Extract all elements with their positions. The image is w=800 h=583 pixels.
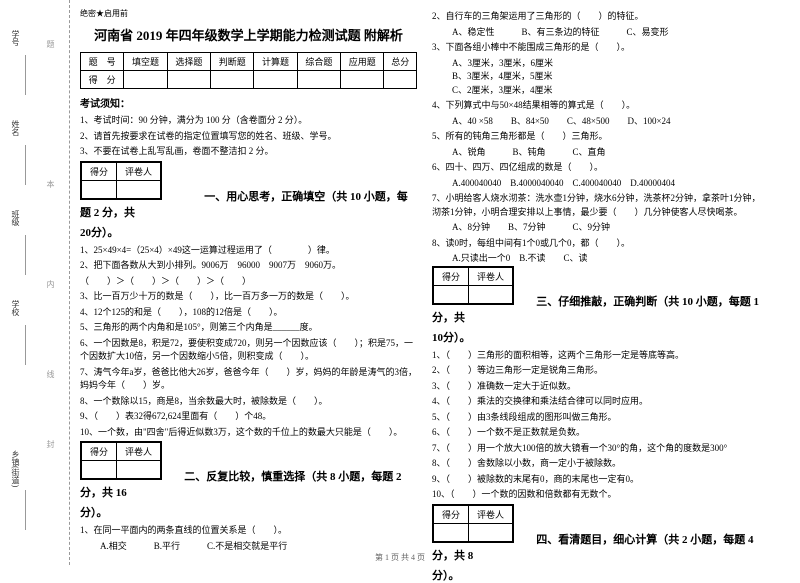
opts: A、40 ×58 B、84×50 C、48×500 D、100×24 [452,115,769,129]
sb-c1: 得分 [434,505,469,523]
field-school: 学校 [10,300,21,316]
right-column: 2、自行车的三角架运用了三角形的（ ）的特征。 A、稳定性 B、有三条边的特征 … [427,0,779,550]
notice-item: 3、不要在试卷上乱写乱画，卷面不整洁扣 2 分。 [80,145,417,158]
q: 9、（ ）表32得672,624里面有（ ）个48。 [80,410,417,424]
mark: 题 [45,40,56,56]
q: 7、（ ）用一个放大100倍的放大镜看一个30°的角，这个角的度数是300° [432,442,769,456]
score-box: 得分评卷人 [80,441,162,480]
q: 5、三角形的两个内角和是105°，则第三个内角是______度。 [80,321,417,335]
q: 3、（ ）准确数一定大于近似数。 [432,380,769,394]
left-column: 绝密★启用前 河南省 2019 年四年级数学上学期能力检测试题 附解析 题 号 … [75,0,427,550]
opts: A、8分钟 B、7分钟 C、9分钟 [452,221,769,235]
opts: A.只读出一个0 B.不读 C、读 [452,252,769,266]
mark: 本 [45,180,56,196]
q: 9、（ ）被除数的末尾有0，商的末尾也一定有0。 [432,473,769,487]
score-box: 得分评卷人 [80,161,162,200]
th: 应用题 [341,53,384,71]
sb-c2: 评卷人 [117,443,161,461]
score-box: 得分评卷人 [432,504,514,543]
th: 选择题 [167,53,210,71]
q: 3、下面各组小棒中不能围成三角形的是（ ）。 [432,41,769,55]
q: 1、在同一平面内的两条直线的位置关系是（ ）。 [80,524,417,538]
field-town: 乡镇(街道) [10,450,21,487]
row-label: 得 分 [81,71,124,89]
exam-title: 河南省 2019 年四年级数学上学期能力检测试题 附解析 [80,25,417,44]
mark: 线 [45,370,56,386]
sb-c2: 评卷人 [117,162,161,180]
opts: A、稳定性 B、有三条边的特征 C、易变形 [452,26,769,40]
field-line [25,145,26,185]
q: 6、四十、四万、四亿组成的数是（ ）。 [432,161,769,175]
field-line [25,55,26,95]
q: 4、12个125的和是（ ），108的12倍是（ ）。 [80,306,417,320]
field-line [25,325,26,365]
sb-c1: 得分 [82,162,117,180]
q: 10、一个数，由"四舍"后得近似数3万，这个数的千位上的数最大只能是（ ）。 [80,426,417,440]
q: 2、自行车的三角架运用了三角形的（ ）的特征。 [432,10,769,24]
q: 1、（ ）三角形的面积相等，这两个三角形一定是等底等高。 [432,349,769,363]
th: 总分 [384,53,417,71]
field-line [25,235,26,275]
field-name: 姓名 [10,120,21,136]
secret-note: 绝密★启用前 [80,8,417,19]
sb-c1: 得分 [82,443,117,461]
q: 7、涛气今年a岁，爸爸比他大26岁，爸爸今年（ ）岁，妈妈的年龄是涛气的3倍，妈… [80,366,417,393]
main-content: 绝密★启用前 河南省 2019 年四年级数学上学期能力检测试题 附解析 题 号 … [75,0,800,550]
q: 7、小明给客人烧水沏茶：洗水壶1分钟，烧水6分钟，洗茶杯2分钟，拿茶叶1分钟，沏… [432,192,769,219]
sec1-sub: 20分）。 [80,224,417,240]
field-id: 学号 [10,30,21,46]
notice-item: 1、考试时间：90 分钟，满分为 100 分（含卷面分 2 分）。 [80,114,417,127]
q: 2、把下面各数从大到小排列。9006万 96000 9007万 9060万。 [80,259,417,273]
q: 10、（ ）一个数的因数和倍数都有无数个。 [432,488,769,502]
q: 5、所有的钝角三角形都是（ ）三角形。 [432,130,769,144]
score-summary-table: 题 号 填空题 选择题 判断题 计算题 综合题 应用题 总分 得 分 [80,52,417,89]
q: 6、（ ）一个数不是正数就是负数。 [432,426,769,440]
opts: A、3厘米，3厘米，6厘米 B、3厘米，4厘米，5厘米 C、2厘米，3厘米，4厘… [452,57,769,98]
opts: A、锐角 B、钝角 C、直角 [452,146,769,160]
score-box: 得分评卷人 [432,266,514,305]
q: 3、比一百万少十万的数是（ ），比一百万多一万的数是（ ）。 [80,290,417,304]
mark: 内 [45,280,56,296]
q: 2、（ ）等边三角形一定是锐角三角形。 [432,364,769,378]
q: 6、一个因数是8，积是72，要使积变成720，则另一个因数应该（ ）；积是75，… [80,337,417,364]
q: 8、（ ）舍数除以小数，商一定小于被除数。 [432,457,769,471]
q: 4、下列算式中与50×48结果相等的算式是（ ）。 [432,99,769,113]
sb-c2: 评卷人 [469,267,513,285]
opts: A.400040040 B.4000040040 C.400040040 D.4… [452,177,769,191]
th: 综合题 [297,53,340,71]
q: 8、一个数除以15，商是8，当余数最大时，被除数是（ ）。 [80,395,417,409]
field-class: 班级 [10,210,21,226]
notice-item: 2、请首先按要求在试卷的指定位置填写您的姓名、班级、学号。 [80,130,417,143]
page-footer: 第 1 页 共 4 页 [0,552,800,563]
field-line [25,490,26,530]
th: 计算题 [254,53,297,71]
q: 8、读0时，每组中间有1个0或几个0，都（ ）。 [432,237,769,251]
th: 题 号 [81,53,124,71]
sec3-sub: 10分）。 [432,329,769,345]
notice-title: 考试须知： [80,95,417,110]
sec2-sub: 分）。 [80,504,417,520]
sb-c2: 评卷人 [469,505,513,523]
sec4-sub: 分）。 [432,567,769,583]
q: 5、（ ）由3条线段组成的图形叫做三角形。 [432,411,769,425]
q: 1、25×49×4=（25×4）×49这一运算过程运用了（ ）律。 [80,244,417,258]
binding-margin: 学号 姓名 班级 学校 乡镇(街道) 题 本 内 线 封 [0,0,70,565]
sb-c1: 得分 [434,267,469,285]
th: 填空题 [124,53,167,71]
q: 4、（ ）乘法的交换律和乘法结合律可以同时应用。 [432,395,769,409]
th: 判断题 [211,53,254,71]
mark: 封 [45,440,56,456]
q: （ ）＞（ ）＞（ ）＞（ ） [80,275,417,289]
